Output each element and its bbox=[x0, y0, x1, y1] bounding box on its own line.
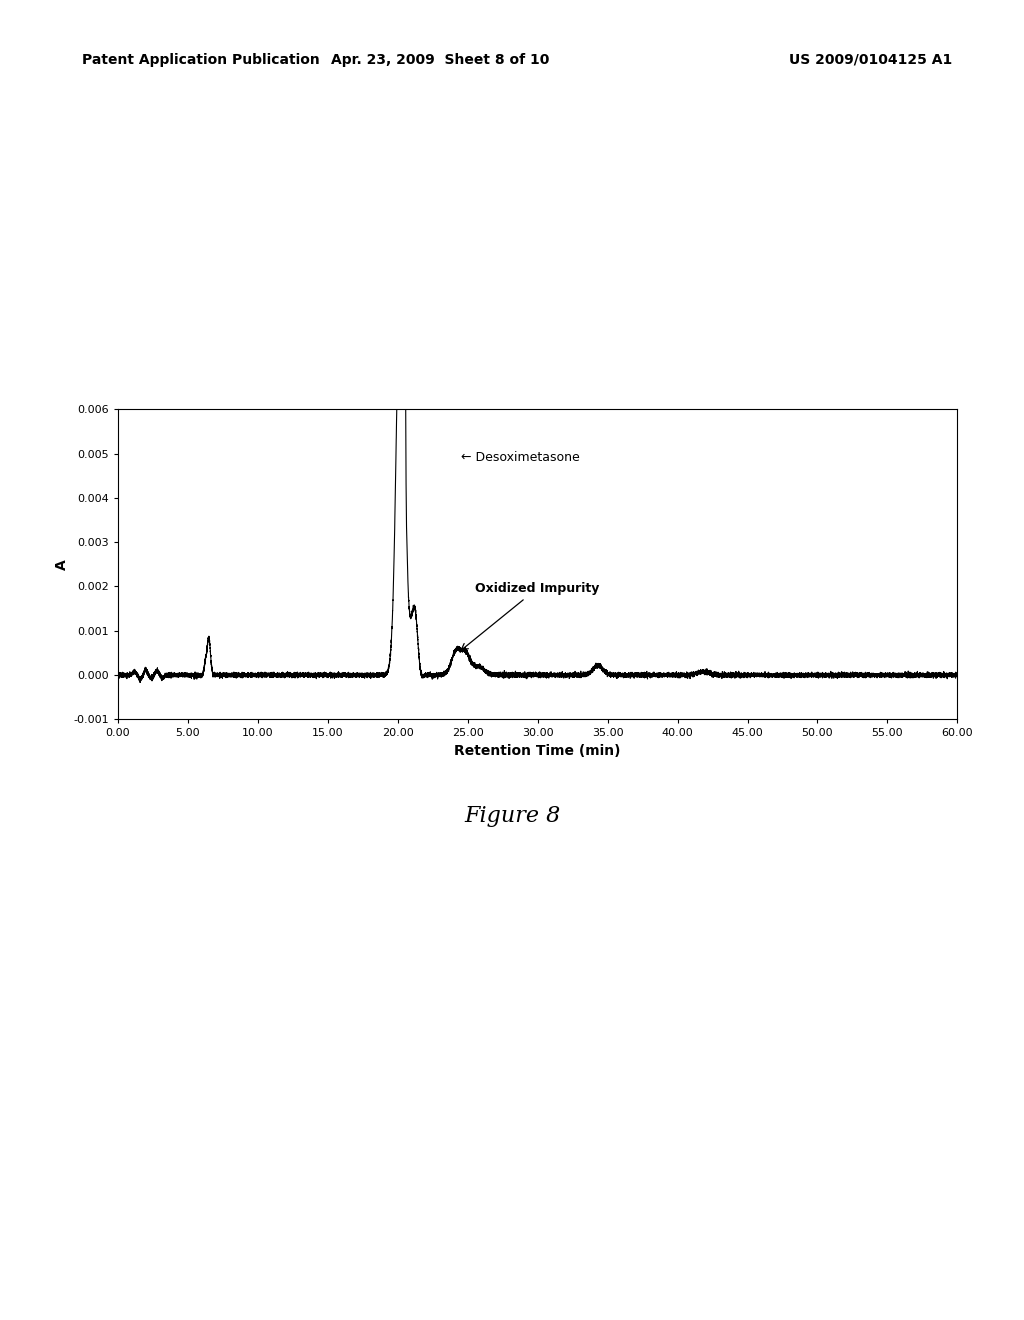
X-axis label: Retention Time (min): Retention Time (min) bbox=[455, 744, 621, 758]
Text: ← Desoximetasone: ← Desoximetasone bbox=[461, 451, 580, 465]
Text: Apr. 23, 2009  Sheet 8 of 10: Apr. 23, 2009 Sheet 8 of 10 bbox=[331, 53, 550, 67]
Text: Patent Application Publication: Patent Application Publication bbox=[82, 53, 319, 67]
Y-axis label: A: A bbox=[55, 558, 69, 570]
Text: US 2009/0104125 A1: US 2009/0104125 A1 bbox=[790, 53, 952, 67]
Text: Figure 8: Figure 8 bbox=[464, 805, 560, 828]
Text: Oxidized Impurity: Oxidized Impurity bbox=[461, 582, 599, 651]
